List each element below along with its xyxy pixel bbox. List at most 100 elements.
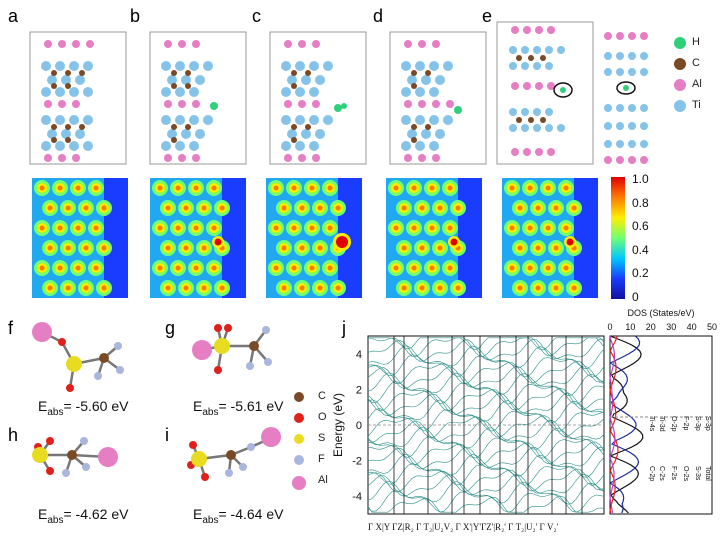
band-10	[367, 426, 605, 451]
mol-legend-label-o: O	[318, 411, 327, 423]
density-map-c	[266, 178, 362, 298]
dos-label-0: Ti-4s	[648, 416, 655, 432]
band-ytick-1: 2	[356, 384, 362, 396]
structure-c	[269, 31, 367, 165]
mol-legend-dot-o	[294, 413, 304, 423]
band-25	[368, 337, 605, 351]
dos-label-8: F-2s	[670, 466, 677, 481]
dos-chart: DOS (States/eV) 0 10 20 30 40 50 Ti-4s Ti-3d O-2p…	[607, 308, 717, 515]
mol-legend-label-f: F	[318, 453, 325, 465]
legend-label-c: C	[692, 57, 700, 69]
band-2	[367, 480, 605, 505]
energy-i: Eabs= -4.64 eV	[193, 506, 284, 526]
structure-d	[389, 31, 487, 165]
dos-xtick-2: 20	[646, 322, 656, 332]
molecule-g	[192, 324, 272, 374]
dos-label-4: S-3p	[694, 416, 701, 431]
colorbar-tick-4: 0.2	[632, 266, 649, 280]
mol-legend-label-al: Al	[318, 474, 328, 486]
energy-f: Eabs= -5.60 eV	[38, 398, 129, 418]
band-ytick-2: 0	[356, 420, 362, 432]
band-0	[367, 495, 605, 513]
band-xtick-line: Γ X|Y ΓZ|R₂ Γ T₂|U₂V₂ Γ X'|Y'ΓZ'|R₂' Γ T…	[368, 522, 559, 532]
density-map-d	[386, 178, 482, 298]
colorbar-tick-3: 0.4	[632, 242, 649, 257]
band-23	[367, 338, 605, 362]
colorbar-tick-1: 0.8	[632, 195, 649, 210]
structure-a	[29, 31, 127, 165]
molecule-f	[32, 322, 124, 392]
colorbar-tick-0: 1.0	[632, 172, 649, 186]
colorbar	[611, 177, 625, 299]
panel-label-d: d	[373, 6, 384, 26]
band-22	[367, 345, 605, 369]
band-21	[367, 354, 605, 378]
dos-xtick-5: 50	[707, 322, 717, 332]
structure-e-top	[604, 32, 648, 164]
panel-label-h: h	[8, 425, 19, 445]
band-9	[367, 436, 605, 459]
panel-label-g: g	[165, 318, 176, 338]
panel-label-e: e	[482, 6, 493, 26]
panel-label-f: f	[8, 318, 14, 338]
dos-title: DOS (States/eV)	[627, 308, 694, 318]
dos-curve-3	[609, 335, 616, 514]
panel-label-a: a	[8, 6, 19, 26]
band-lines	[367, 337, 605, 513]
band-3	[367, 473, 605, 497]
dos-curve-2	[609, 335, 619, 514]
band-4	[367, 468, 605, 493]
density-map-a	[32, 178, 128, 298]
legend-label-ti: Ti	[692, 99, 701, 111]
mol-legend-dot-f	[294, 455, 304, 465]
band-ytick-3: -2	[352, 456, 362, 468]
dos-xtick-0: 0	[607, 322, 612, 332]
dos-label-5: S-3p	[704, 416, 711, 431]
molecule-h	[32, 437, 118, 477]
band-18	[367, 372, 605, 396]
band-13	[367, 408, 605, 432]
molecule-i	[187, 427, 281, 481]
band-structure-chart: 4 2 0 -2 -4 Energy (eV) Γ X|Y ΓZ|R₂ Γ T₂|U₂V₂ …	[331, 335, 605, 532]
dos-label-6: C-2p	[648, 466, 655, 481]
panel-label-i: i	[165, 425, 169, 445]
dos-curve-1	[608, 335, 641, 514]
mol-legend-label-s: S	[318, 432, 326, 444]
dos-label-9: O-2s	[682, 466, 689, 482]
dos-label-7: C-2s	[658, 466, 665, 481]
mol-legend-dot-al	[292, 476, 306, 490]
energy-g: Eabs= -5.61 eV	[193, 398, 284, 418]
dos-plot-frame	[609, 335, 713, 515]
band-ytick-0: 4	[356, 349, 362, 361]
band-19	[367, 365, 605, 389]
dos-label-3: F-2p	[682, 416, 689, 431]
dos-label-10: S-3s	[694, 466, 701, 481]
dos-label-2: O-2p	[670, 416, 677, 432]
band-8	[367, 441, 605, 466]
dos-label-11: Total	[704, 466, 711, 481]
structure-e-side	[496, 21, 594, 165]
legend-label-h: H	[692, 36, 700, 48]
dos-label-1: Ti-3d	[658, 416, 665, 432]
legend-dot-c	[674, 58, 686, 70]
dos-curve-0	[608, 335, 644, 514]
band-14	[367, 399, 605, 423]
panel-label-c: c	[252, 6, 261, 26]
density-map-e	[502, 178, 598, 298]
band-11	[367, 419, 605, 444]
band-16	[367, 387, 605, 412]
density-map-b	[150, 178, 246, 298]
panel-label-j: j	[342, 318, 346, 338]
colorbar-tick-5: 0	[632, 289, 639, 304]
band-7	[367, 446, 605, 470]
mol-legend-label-c: C	[318, 390, 326, 402]
legend-label-al: Al	[692, 78, 702, 90]
band-24	[367, 337, 605, 358]
legend-dot-h	[674, 37, 686, 49]
band-ytick-4: -4	[352, 491, 362, 503]
band-20	[367, 360, 605, 385]
energy-h: Eabs= -4.62 eV	[38, 506, 129, 526]
legend-dot-al	[674, 79, 686, 91]
mol-legend-dot-c	[294, 392, 304, 402]
